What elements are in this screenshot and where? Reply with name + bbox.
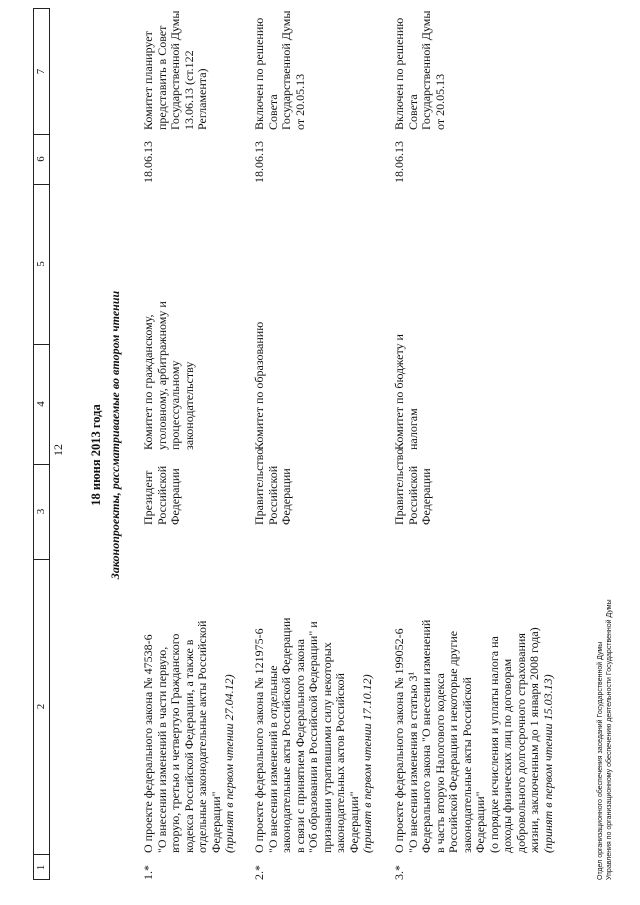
header-col-6: 6 (34, 134, 49, 185)
bill-line: Федерального закона "О внесении изменени… (419, 619, 433, 853)
first-reading-note: (принят в первом чтении 15.03.13) (540, 674, 555, 853)
footer: Отдел организационного обеспечения засед… (596, 599, 614, 880)
note: Включен по решению Совета Государственно… (392, 10, 447, 130)
bill-line: "О внесении изменения в статью 3¹ (405, 671, 420, 853)
section-title: Законопроекты, рассматриваемые во втором… (108, 290, 122, 580)
committee: Комитет по бюджету и налогам (392, 334, 420, 450)
header-col-4: 4 (34, 344, 49, 465)
note: Включен по решению Совета Государственно… (252, 10, 307, 130)
bill-line: О проекте федерального закона № 47538-6 (141, 634, 155, 853)
bill-line: законодательные акты Российской Федераци… (279, 617, 293, 853)
row-number: 2.* (252, 865, 266, 880)
bill-line: О проекте федерального закона № 199052-6 (392, 628, 406, 853)
bill-title: О проекте федерального закона № 199052-6… (392, 535, 555, 853)
bill-line: Российской Федерации и некоторые другие (446, 630, 460, 853)
footer-line: Управления по организационному обеспечен… (606, 599, 613, 880)
bill-line: в связи с принятием Федерального закона (292, 639, 307, 853)
initiator: Правительство Российской Федерации (252, 448, 293, 525)
bill-line: "Об образовании в Российской Федерации" … (306, 621, 320, 853)
date: 18.06.13 (141, 141, 155, 183)
bill-line: жизни, заключенным до 1 января 2008 года… (527, 627, 541, 853)
date: 18.06.13 (392, 141, 406, 183)
bill-line: доходы физических лиц по договорам (500, 658, 514, 853)
header-col-7: 7 (34, 9, 49, 135)
bill-line: признании утратившими силу некоторых (319, 642, 334, 853)
bill-line: вторую, третью и четвертую Гражданского (168, 633, 182, 853)
page-number: 12 (51, 444, 65, 456)
bill-line: законодательные акты Российской (459, 677, 474, 853)
bill-line: Федерации" (473, 791, 487, 853)
bill-line: в часть вторую Налогового кодекса (432, 673, 447, 853)
initiator: Правительство Российской Федерации (392, 448, 433, 525)
bill-line: "О внесении изменений в части первую, (154, 646, 169, 853)
committee: Комитет по образованию (252, 321, 266, 450)
header-col-1: 1 (35, 864, 47, 871)
bill-line: кодекса Российской Федерации, а также в (181, 639, 196, 853)
row-number: 3.* (392, 865, 406, 880)
bill-line: "О внесении изменений в отдельные (265, 665, 280, 853)
header-col-3: 3 (34, 464, 49, 560)
bill-line: О проекте федерального закона № 121975-6 (252, 628, 266, 853)
date-title: 18 июня 2013 года (89, 404, 103, 506)
bill-line: добровольного долгосрочного страхования (513, 633, 528, 853)
committee: Комитет по гражданскому, уголовному, арб… (141, 301, 196, 450)
bill-line: Федерации" (346, 791, 361, 853)
bill-title: О проекте федерального закона № 121975-6… (252, 535, 375, 853)
bill-line: (о порядке исчисления и уплаты налога на (486, 636, 501, 853)
bill-line: отдельные законодательные акты Российско… (195, 620, 209, 853)
table-header: 1 2 3 4 5 6 7 (33, 8, 50, 880)
footer-line: Отдел организационного обеспечения засед… (597, 641, 604, 880)
bill-line: законодательных актов Российской (333, 673, 347, 853)
date: 18.06.13 (252, 141, 266, 183)
header-col-2: 2 (34, 559, 49, 855)
initiator: Президент Российской Федерации (141, 465, 182, 525)
note: Комитет планирует представить в Совет Го… (141, 10, 209, 130)
bill-title: О проекте федерального закона № 47538-6 … (141, 535, 237, 853)
first-reading-note: (принят в первом чтении 17.10.12) (360, 674, 374, 853)
row-number: 1.* (141, 865, 155, 880)
header-col-5: 5 (34, 184, 49, 345)
first-reading-note: (принят в первом чтении 27.04.12) (222, 674, 236, 853)
bill-line: Федерации" (208, 791, 223, 853)
